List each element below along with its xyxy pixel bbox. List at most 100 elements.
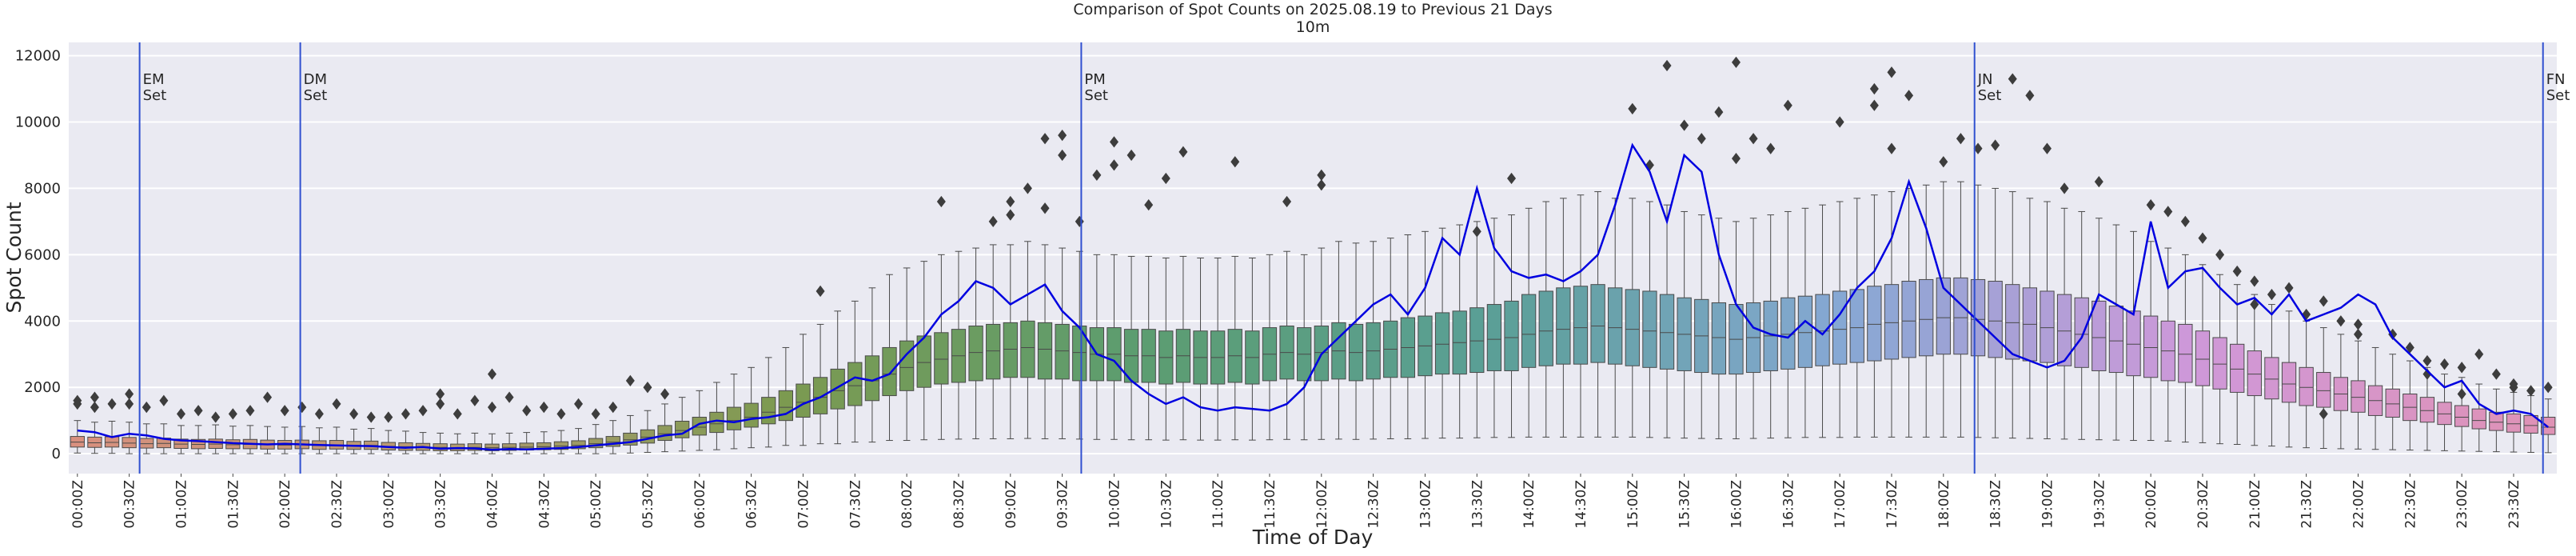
- flier: [1887, 142, 1896, 154]
- box: [2281, 362, 2297, 403]
- box: [2040, 290, 2055, 363]
- box: [1608, 287, 1623, 365]
- box: [1538, 290, 1553, 366]
- flier: [2319, 295, 2328, 307]
- flier: [1040, 133, 1050, 145]
- box: [1797, 295, 1813, 368]
- flier: [2440, 358, 2450, 370]
- flier: [574, 398, 584, 410]
- box: [1020, 320, 1035, 378]
- flier: [245, 405, 255, 417]
- box: [2247, 350, 2262, 397]
- box: [2541, 417, 2556, 435]
- x-tick-label: 17:00Z: [1832, 480, 1848, 529]
- x-tick-label: 01:00Z: [173, 480, 189, 529]
- box: [1072, 325, 1087, 382]
- flier: [176, 408, 185, 420]
- reference-label: Set: [1978, 87, 2002, 104]
- flier: [211, 411, 221, 423]
- flier: [2319, 408, 2328, 420]
- flier: [591, 408, 600, 420]
- x-tick-label: 21:30Z: [2299, 480, 2315, 529]
- flier: [1766, 142, 1776, 154]
- flier: [1662, 59, 1672, 72]
- x-tick-label: 03:00Z: [381, 480, 397, 529]
- flier: [418, 405, 428, 417]
- flier: [107, 398, 117, 410]
- y-tick-label: 8000: [24, 180, 61, 197]
- flier: [2198, 232, 2207, 244]
- x-tick-label: 04:30Z: [536, 480, 552, 529]
- x-tick-label: 20:30Z: [2195, 480, 2211, 529]
- x-tick-label: 05:00Z: [588, 480, 604, 529]
- box: [1867, 286, 1882, 362]
- flier: [1628, 102, 1637, 115]
- flier: [436, 398, 445, 410]
- x-tick-label: 22:00Z: [2351, 480, 2367, 529]
- flier: [2060, 182, 2069, 194]
- x-tick-label: 08:30Z: [951, 480, 967, 529]
- flier: [1956, 133, 1965, 145]
- x-tick-label: 18:30Z: [1988, 480, 2004, 529]
- flier: [1127, 149, 1136, 162]
- flier: [2509, 382, 2518, 394]
- box: [1953, 277, 1968, 355]
- flier: [470, 394, 480, 406]
- flier: [815, 285, 825, 298]
- x-tick-label: 14:00Z: [1521, 480, 1537, 529]
- flier: [384, 411, 393, 423]
- box: [2506, 413, 2522, 433]
- flier: [1939, 156, 1948, 168]
- flier: [2232, 265, 2242, 278]
- box: [2092, 300, 2107, 371]
- reference-label: JN: [1977, 71, 1993, 88]
- flier: [539, 401, 548, 414]
- flier: [90, 391, 99, 403]
- flier: [2422, 368, 2432, 380]
- box: [2299, 366, 2314, 406]
- flier: [1058, 129, 1067, 142]
- x-tick-label: 08:00Z: [899, 480, 915, 529]
- box: [2471, 408, 2486, 430]
- box: [2454, 405, 2470, 427]
- x-tick-label: 01:30Z: [225, 480, 241, 529]
- flier: [1317, 179, 1326, 191]
- flier: [263, 391, 273, 403]
- y-tick-label: 10000: [15, 114, 61, 131]
- flier: [1178, 146, 1188, 158]
- x-tick-label: 22:30Z: [2403, 480, 2418, 529]
- box: [812, 377, 828, 414]
- flier: [2526, 385, 2536, 397]
- flier: [2250, 298, 2259, 310]
- box: [1780, 297, 1796, 370]
- box: [692, 417, 707, 436]
- flier: [280, 405, 289, 417]
- box: [726, 406, 742, 430]
- box: [1832, 290, 1848, 365]
- flier: [2250, 275, 2259, 287]
- box: [2195, 330, 2211, 386]
- flier: [1869, 99, 1879, 111]
- flier: [1783, 99, 1792, 111]
- x-tick-label: 19:30Z: [2092, 480, 2107, 529]
- flier: [504, 391, 514, 403]
- flier: [1749, 133, 1758, 145]
- x-tick-label: 09:30Z: [1055, 480, 1071, 529]
- box: [1469, 307, 1485, 374]
- reference-label: Set: [2546, 87, 2570, 104]
- box: [1521, 294, 1537, 368]
- box: [1919, 278, 1934, 357]
- box: [2489, 411, 2504, 431]
- x-tick-label: 21:00Z: [2247, 480, 2263, 529]
- flier: [1680, 119, 1689, 131]
- flier: [332, 398, 341, 410]
- flier: [2163, 206, 2173, 218]
- flier: [401, 408, 410, 420]
- box: [2351, 380, 2366, 413]
- x-tick-label: 20:00Z: [2143, 480, 2159, 529]
- box: [1573, 286, 1589, 365]
- flier: [2180, 215, 2190, 228]
- flier: [436, 388, 445, 400]
- flier: [314, 408, 324, 420]
- flier: [2094, 175, 2103, 188]
